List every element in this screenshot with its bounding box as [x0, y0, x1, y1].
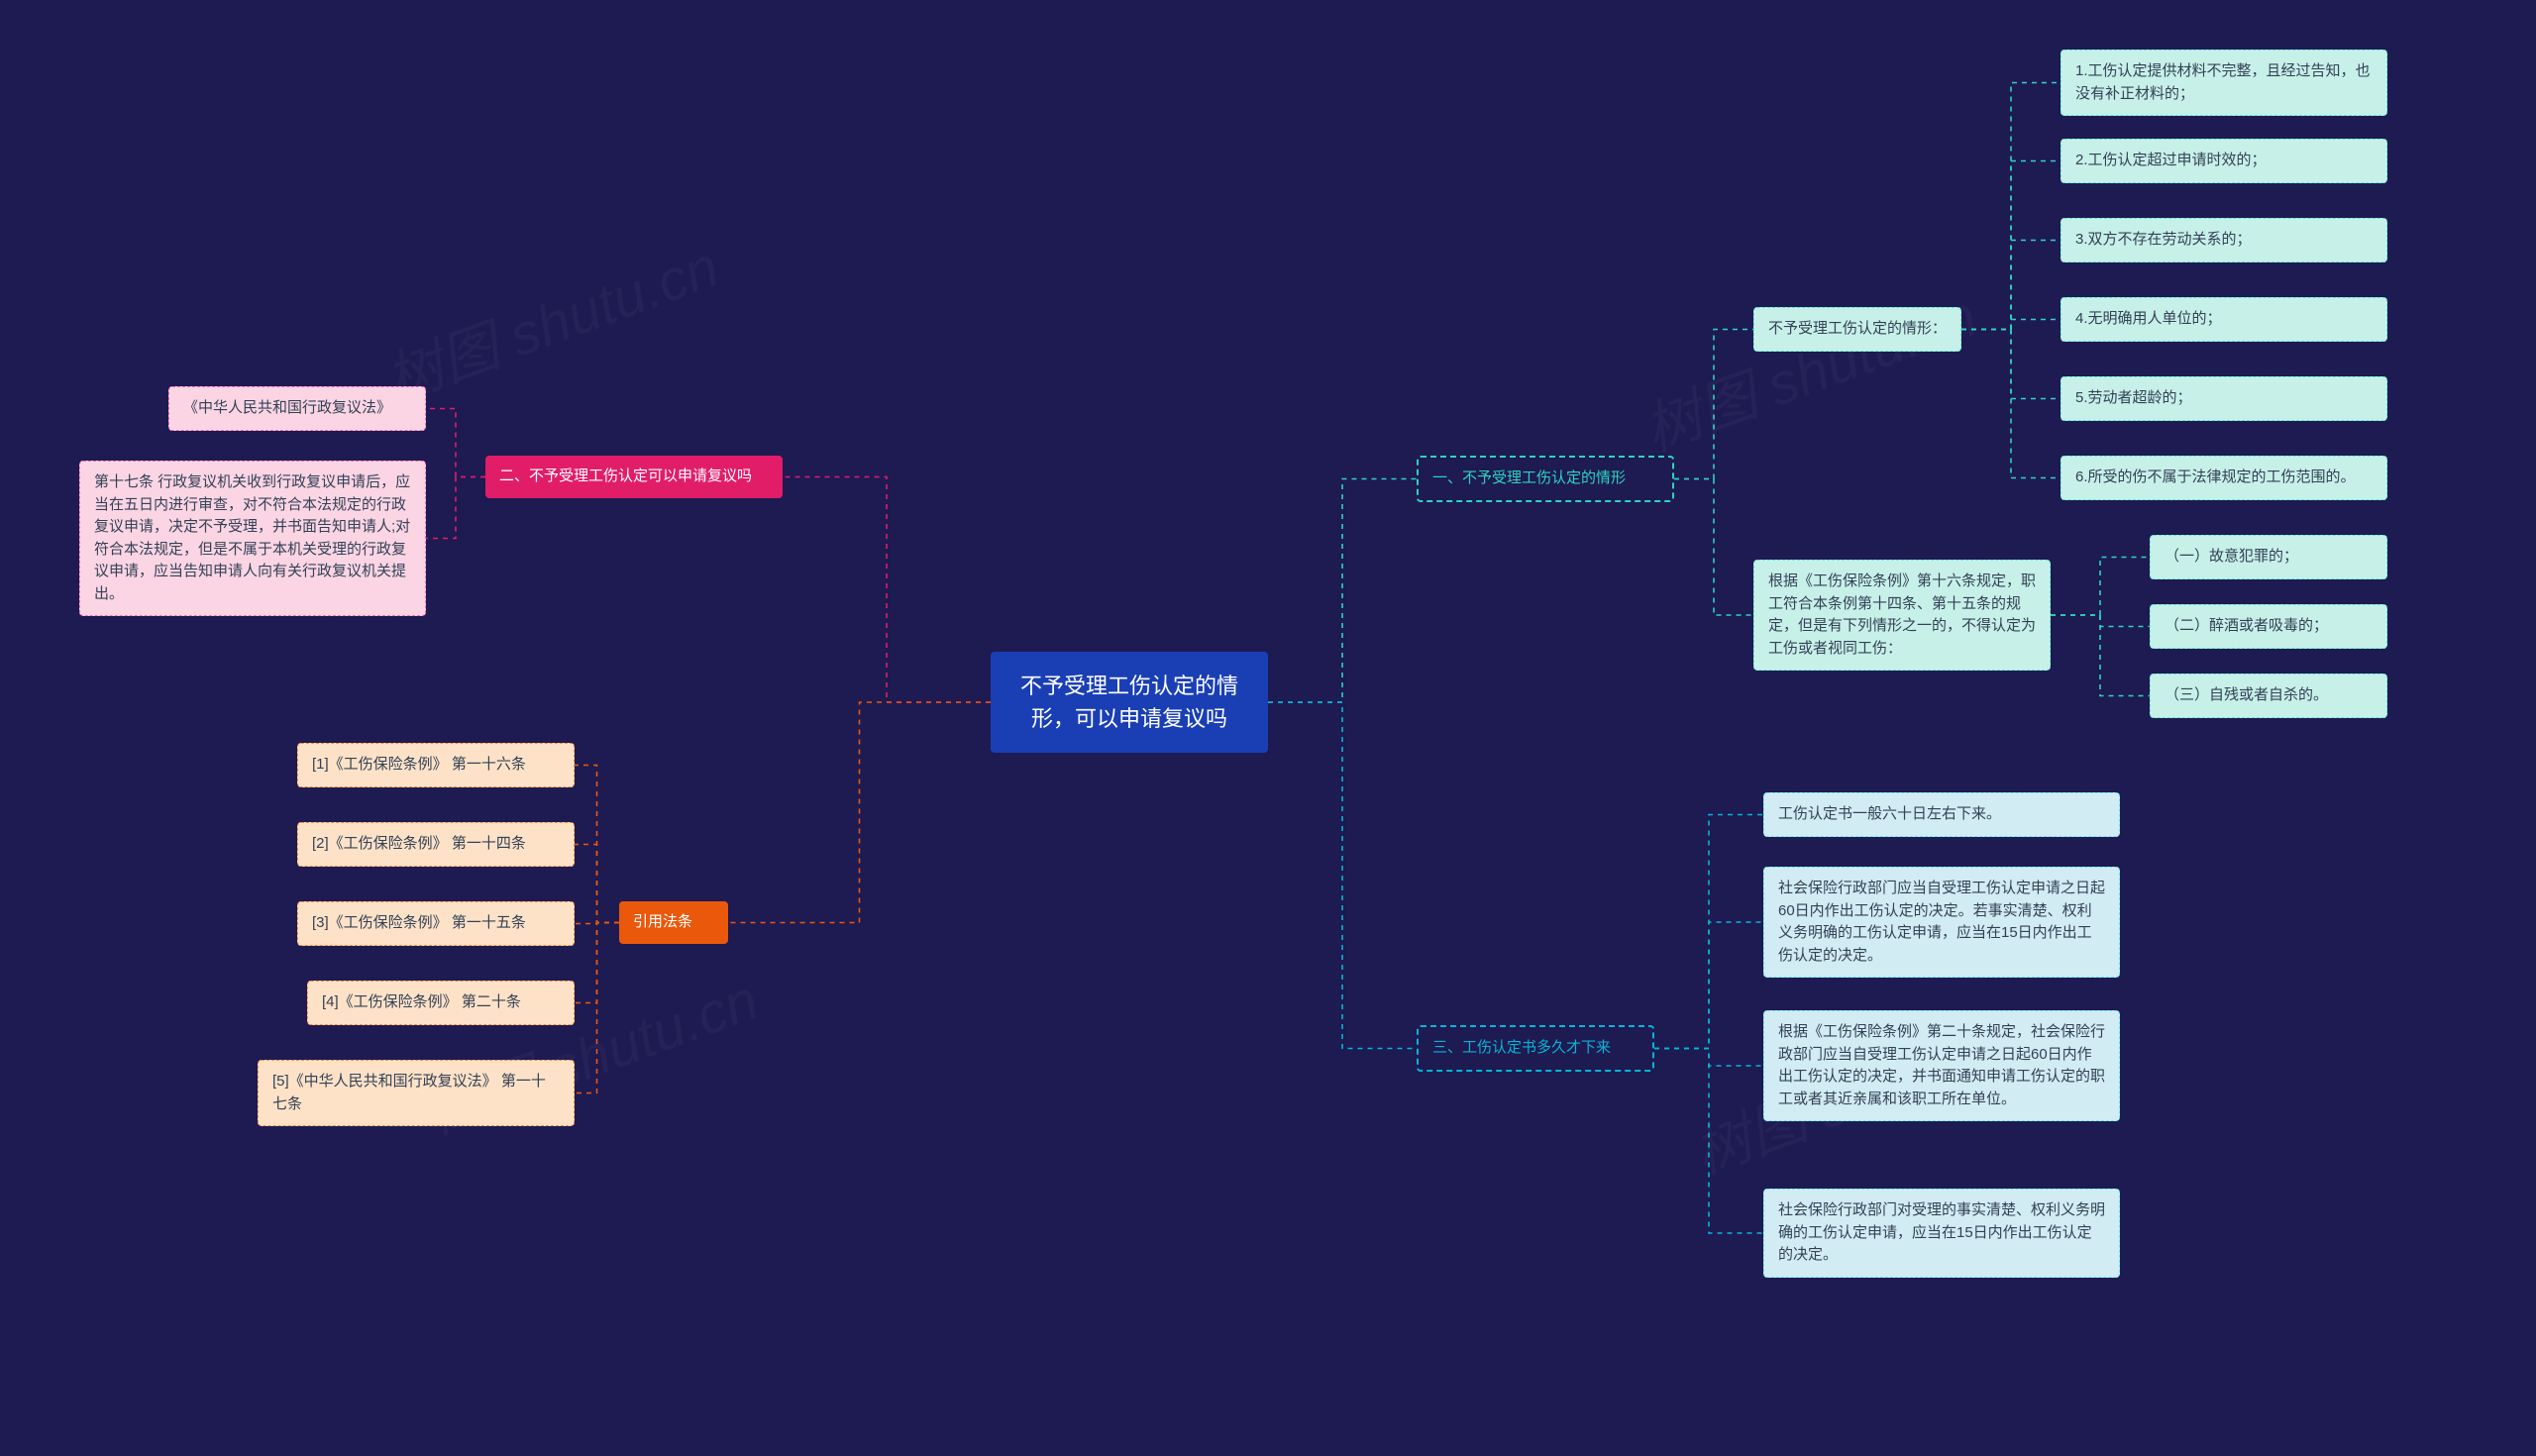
b3c0: 工伤认定书一般六十日左右下来。 [1763, 792, 2120, 837]
b4c3: [4]《工伤保险条例》 第二十条 [307, 981, 575, 1025]
b4c0: [1]《工伤保险条例》 第一十六条 [297, 743, 575, 787]
b1: 一、不予受理工伤认定的情形 [1417, 456, 1674, 502]
b3c3: 社会保险行政部门对受理的事实清楚、权利义务明确的工伤认定申请，应当在15日内作出… [1763, 1189, 2120, 1278]
b1c1g0: （一）故意犯罪的； [2150, 535, 2387, 579]
b1c1: 根据《工伤保险条例》第十六条规定，职工符合本条例第十四条、第十五条的规定，但是有… [1753, 560, 2051, 671]
b4c2: [3]《工伤保险条例》 第一十五条 [297, 901, 575, 946]
b1c0g3: 4.无明确用人单位的； [2060, 297, 2387, 342]
b4: 引用法条 [619, 901, 728, 944]
b1c0g0: 1.工伤认定提供材料不完整，且经过告知，也没有补正材料的； [2060, 50, 2387, 116]
b2: 二、不予受理工伤认定可以申请复议吗 [485, 456, 783, 498]
b3c2: 根据《工伤保险条例》第二十条规定，社会保险行政部门应当自受理工伤认定申请之日起6… [1763, 1010, 2120, 1121]
root-node: 不予受理工伤认定的情形，可以申请复议吗 [991, 652, 1268, 753]
b4c4: [5]《中华人民共和国行政复议法》 第一十七条 [258, 1060, 575, 1126]
b4c1: [2]《工伤保险条例》 第一十四条 [297, 822, 575, 867]
b1c0g1: 2.工伤认定超过申请时效的； [2060, 139, 2387, 183]
b1c0g2: 3.双方不存在劳动关系的； [2060, 218, 2387, 262]
b2c0: 《中华人民共和国行政复议法》 [168, 386, 426, 431]
b3: 三、工伤认定书多久才下来 [1417, 1025, 1654, 1072]
b1c1g2: （三）自残或者自杀的。 [2150, 674, 2387, 718]
b2c1: 第十七条 行政复议机关收到行政复议申请后，应当在五日内进行审查，对不符合本法规定… [79, 461, 426, 616]
b1c0g5: 6.所受的伤不属于法律规定的工伤范围的。 [2060, 456, 2387, 500]
b3c1: 社会保险行政部门应当自受理工伤认定申请之日起60日内作出工伤认定的决定。若事实清… [1763, 867, 2120, 978]
b1c0g4: 5.劳动者超龄的； [2060, 376, 2387, 421]
b1c1g1: （二）醉酒或者吸毒的； [2150, 604, 2387, 649]
b1c0: 不予受理工伤认定的情形： [1753, 307, 1961, 352]
